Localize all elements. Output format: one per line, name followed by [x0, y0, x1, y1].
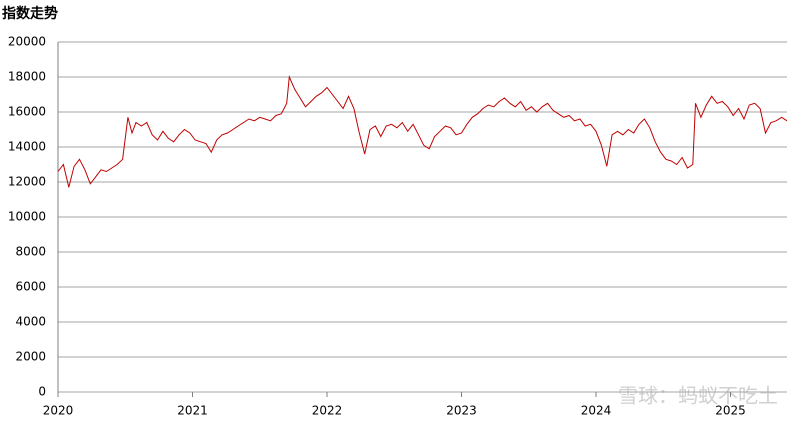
- y-tick-label: 8000: [15, 245, 46, 259]
- y-tick-label: 16000: [8, 105, 46, 119]
- x-tick-label: 2023: [446, 404, 477, 418]
- x-tick-label: 2024: [581, 404, 612, 418]
- watermark: 雪球：蚂蚁不吃土: [618, 384, 778, 408]
- chart-title: 指数走势: [2, 5, 58, 22]
- y-tick-label: 20000: [8, 35, 46, 49]
- x-tick-label: 2025: [715, 404, 746, 418]
- y-tick-label: 18000: [8, 70, 46, 84]
- x-tick-label: 2020: [43, 404, 74, 418]
- line-series: [57, 75, 788, 188]
- y-tick-label: 12000: [8, 175, 46, 189]
- x-tick-label: 2021: [177, 404, 208, 418]
- x-tick-label: 2022: [312, 404, 343, 418]
- y-tick-label: 6000: [15, 280, 46, 294]
- y-tick-label: 2000: [15, 350, 46, 364]
- y-tick-label: 14000: [8, 140, 46, 154]
- y-tick-label: 10000: [8, 210, 46, 224]
- y-tick-label: 4000: [15, 315, 46, 329]
- y-tick-label: 0: [38, 385, 46, 399]
